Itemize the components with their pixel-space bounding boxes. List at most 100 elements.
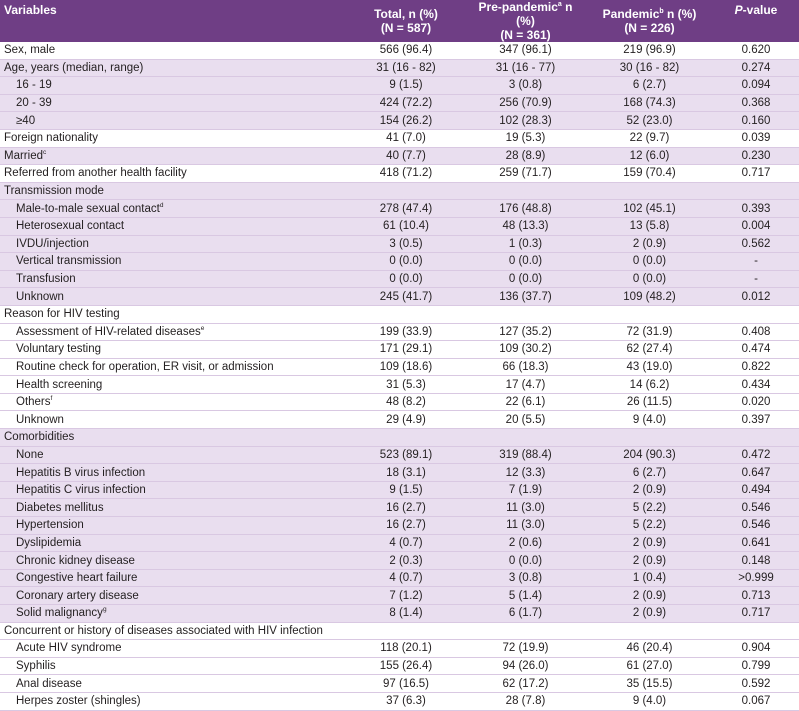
cell-pandemic: 6 (2.7) bbox=[586, 76, 713, 95]
cell-pre-pandemic: 256 (70.9) bbox=[465, 94, 586, 113]
cell-total: 40 (7.7) bbox=[347, 147, 465, 166]
cell-pvalue: 0.620 bbox=[713, 42, 799, 60]
table-row: Reason for HIV testing bbox=[0, 305, 799, 324]
cell-pre-pandemic: 5 (1.4) bbox=[465, 586, 586, 605]
row-label: Acute HIV syndrome bbox=[0, 639, 347, 658]
table-row: Sex, male 566 (96.4) 347 (96.1) 219 (96.9) 0… bbox=[0, 42, 799, 60]
header-pvalue: P-value bbox=[713, 0, 799, 42]
cell-pre-pandemic: 72 (19.9) bbox=[465, 639, 586, 658]
footnote-marker: c bbox=[42, 149, 47, 157]
row-label: None bbox=[0, 446, 347, 465]
cell-total: 2 (0.3) bbox=[347, 551, 465, 570]
table-row: Diabetes mellitus 16 (2.7) 11 (3.0) 5 (2.2)… bbox=[0, 498, 799, 518]
cell-total: 199 (33.9) bbox=[347, 323, 465, 342]
cell-pre-pandemic: 31 (16 - 77) bbox=[465, 59, 586, 78]
cell-pvalue: 0.397 bbox=[713, 410, 799, 430]
cell-pandemic: 6 (2.7) bbox=[586, 463, 713, 482]
cell-total: 9 (1.5) bbox=[347, 481, 465, 500]
table-row: Marriedc 40 (7.7) 28 (8.9) 12 (6.0) 0.230 bbox=[0, 147, 799, 166]
cell-pvalue: 0.230 bbox=[713, 147, 799, 166]
cell-pandemic: 102 (45.1) bbox=[586, 199, 713, 218]
cell-total: 4 (0.7) bbox=[347, 534, 465, 553]
cell-total: 155 (26.4) bbox=[347, 657, 465, 676]
cell-total bbox=[347, 305, 465, 324]
cell-pre-pandemic: 62 (17.2) bbox=[465, 674, 586, 693]
cell-pvalue: 0.592 bbox=[713, 674, 799, 693]
cell-total: 3 (0.5) bbox=[347, 235, 465, 254]
cell-pre-pandemic: 127 (35.2) bbox=[465, 323, 586, 342]
cell-pre-pandemic: 6 (1.7) bbox=[465, 604, 586, 623]
row-label: Hypertension bbox=[0, 516, 347, 535]
table-body: Sex, male 566 (96.4) 347 (96.1) 219 (96.9) 0… bbox=[0, 42, 799, 711]
table-row: Routine check for operation, ER visit, o… bbox=[0, 358, 799, 377]
row-label: Syphilis bbox=[0, 657, 347, 676]
cell-pandemic: 52 (23.0) bbox=[586, 111, 713, 130]
table-row: Herpes zoster (shingles) 37 (6.3) 28 (7.8)… bbox=[0, 692, 799, 711]
cell-total: 171 (29.1) bbox=[347, 340, 465, 359]
cell-total: 0 (0.0) bbox=[347, 252, 465, 271]
cell-total: 109 (18.6) bbox=[347, 358, 465, 377]
cell-pre-pandemic: 0 (0.0) bbox=[465, 252, 586, 271]
cell-pre-pandemic: 259 (71.7) bbox=[465, 164, 586, 183]
row-label: Anal disease bbox=[0, 674, 347, 693]
cell-total bbox=[347, 428, 465, 447]
row-label: Herpes zoster (shingles) bbox=[0, 692, 347, 711]
row-label: Reason for HIV testing bbox=[0, 305, 347, 324]
row-label: Comorbidities bbox=[0, 428, 347, 447]
cell-pvalue: 0.067 bbox=[713, 692, 799, 711]
table-row: Foreign nationality 41 (7.0) 19 (5.3) 22 (9… bbox=[0, 129, 799, 148]
cell-pandemic bbox=[586, 305, 713, 324]
row-label: Unknown bbox=[0, 410, 347, 430]
table-row: Heterosexual contact 61 (10.4) 48 (13.3) 13… bbox=[0, 217, 799, 236]
row-label: IVDU/injection bbox=[0, 235, 347, 254]
table-row: 16 - 19 9 (1.5) 3 (0.8) 6 (2.7) 0.094 bbox=[0, 76, 799, 95]
cell-pvalue: 0.641 bbox=[713, 534, 799, 553]
row-label: Vertical transmission bbox=[0, 252, 347, 271]
header-variables: Variables bbox=[0, 0, 347, 42]
table-row: Hypertension 16 (2.7) 11 (3.0) 5 (2.2) 0.546 bbox=[0, 516, 799, 535]
row-label: Hepatitis B virus infection bbox=[0, 463, 347, 482]
cell-pre-pandemic: 94 (26.0) bbox=[465, 657, 586, 676]
cell-pandemic: 22 (9.7) bbox=[586, 129, 713, 148]
cell-pandemic: 5 (2.2) bbox=[586, 516, 713, 535]
cell-pandemic: 2 (0.9) bbox=[586, 586, 713, 605]
cell-pvalue: 0.717 bbox=[713, 604, 799, 623]
cell-pre-pandemic: 136 (37.7) bbox=[465, 287, 586, 306]
table-row: Vertical transmission 0 (0.0) 0 (0.0) 0 (0.… bbox=[0, 252, 799, 271]
cell-pandemic: 61 (27.0) bbox=[586, 657, 713, 676]
cell-pre-pandemic: 19 (5.3) bbox=[465, 129, 586, 148]
row-label: 20 - 39 bbox=[0, 94, 347, 113]
cell-pandemic: 43 (19.0) bbox=[586, 358, 713, 377]
cell-total: 418 (71.2) bbox=[347, 164, 465, 183]
table-row: Assessment of HIV-related diseasese 199 (… bbox=[0, 323, 799, 342]
cell-total: 48 (8.2) bbox=[347, 393, 465, 412]
cell-total: 0 (0.0) bbox=[347, 270, 465, 289]
cell-pandemic: 1 (0.4) bbox=[586, 569, 713, 588]
row-label: Unknown bbox=[0, 287, 347, 306]
cell-pre-pandemic: 176 (48.8) bbox=[465, 199, 586, 218]
cell-pandemic bbox=[586, 428, 713, 447]
table-row: Referred from another health facility 418… bbox=[0, 164, 799, 183]
cell-total: 37 (6.3) bbox=[347, 692, 465, 711]
table-row: Hepatitis B virus infection 18 (3.1) 12 (3… bbox=[0, 463, 799, 482]
row-label: ≥40 bbox=[0, 111, 347, 130]
cell-pvalue: 0.393 bbox=[713, 199, 799, 218]
cell-pvalue: 0.546 bbox=[713, 498, 799, 518]
cell-pre-pandemic: 17 (4.7) bbox=[465, 375, 586, 394]
cell-pandemic: 35 (15.5) bbox=[586, 674, 713, 693]
table-row: Voluntary testing 171 (29.1) 109 (30.2) 62 … bbox=[0, 340, 799, 359]
row-label: Congestive heart failure bbox=[0, 569, 347, 588]
cell-pvalue: 0.274 bbox=[713, 59, 799, 78]
cell-pandemic: 2 (0.9) bbox=[586, 604, 713, 623]
table-header: Variables Total, n (%) (N = 587) Pre-pan… bbox=[0, 0, 799, 42]
table-row: Transfusion 0 (0.0) 0 (0.0) 0 (0.0) - bbox=[0, 270, 799, 289]
cell-pandemic: 168 (74.3) bbox=[586, 94, 713, 113]
cell-total: 97 (16.5) bbox=[347, 674, 465, 693]
cell-pre-pandemic: 0 (0.0) bbox=[465, 270, 586, 289]
footnote-marker: e bbox=[200, 324, 205, 332]
cell-pandemic bbox=[586, 622, 713, 641]
cell-pandemic: 9 (4.0) bbox=[586, 410, 713, 430]
table-row: Solid malignancyg 8 (1.4) 6 (1.7) 2 (0.9) 0.… bbox=[0, 604, 799, 623]
cell-pvalue: 0.494 bbox=[713, 481, 799, 500]
table-row: Concurrent or history of diseases associ… bbox=[0, 622, 799, 641]
